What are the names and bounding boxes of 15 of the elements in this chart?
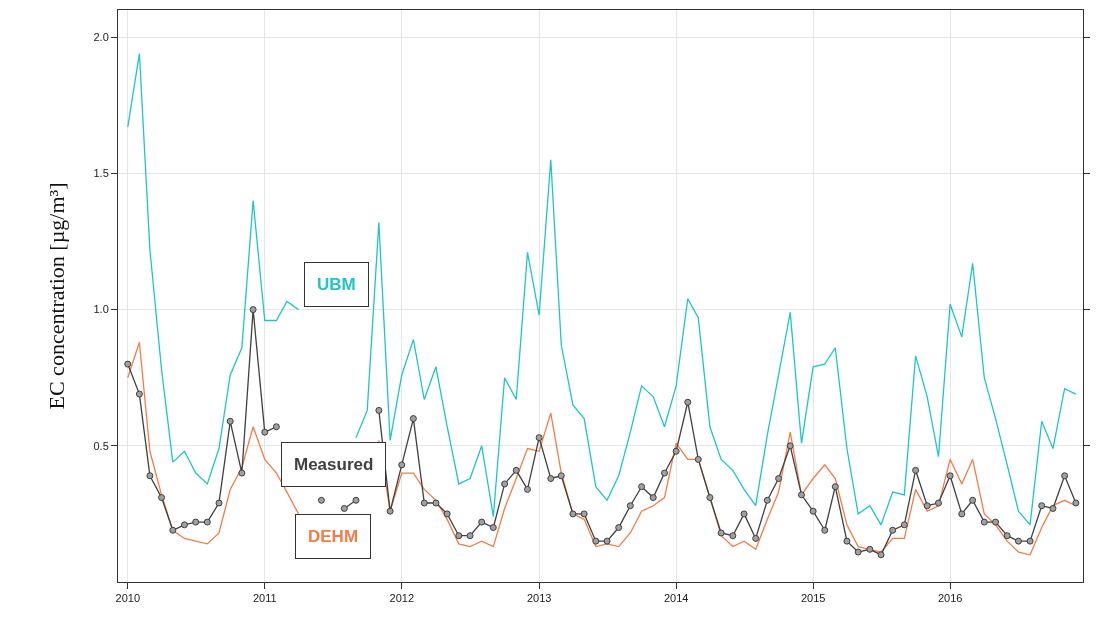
y-tick-label: 1.5 [93, 167, 109, 180]
series-label: UBM [317, 275, 356, 294]
x-tick-label: 2014 [663, 592, 689, 605]
x-tick-label: 2010 [115, 592, 140, 605]
x-tick-label: 2011 [252, 592, 277, 605]
y-tick-label: 2.0 [93, 31, 109, 44]
x-tick-label: 2012 [389, 592, 414, 605]
x-tick-label: 2013 [526, 592, 552, 605]
x-tick-label: 2015 [800, 592, 826, 605]
x-tick-label: 2016 [937, 592, 963, 605]
y-tick-label: 1.0 [93, 303, 109, 316]
series-label: DEHM [308, 527, 359, 546]
y-tick-label: 0.5 [93, 439, 109, 452]
series-label: Measured [294, 455, 374, 474]
y-axis-title: EC concentration [µg/m³] [44, 182, 70, 410]
